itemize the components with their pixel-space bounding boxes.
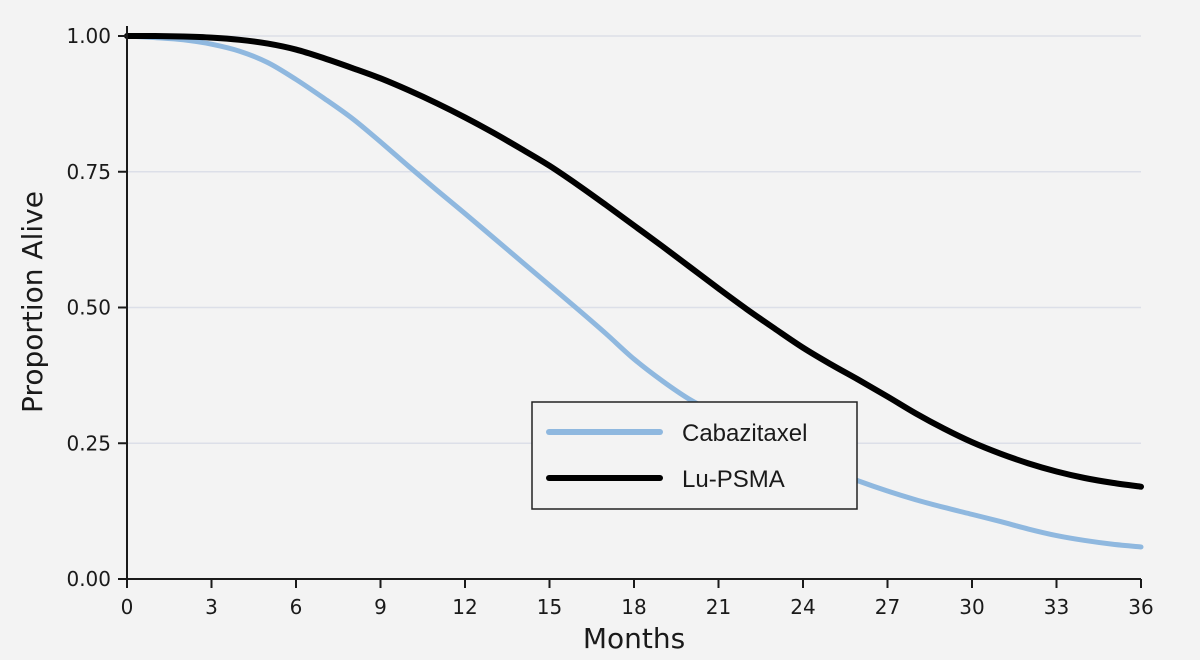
x-tick-label: 15 [537, 595, 562, 619]
legend: Cabazitaxel Lu-PSMA [531, 401, 858, 510]
y-axis-title: Proportion Alive [16, 191, 49, 413]
y-tick-label: 0.25 [66, 431, 111, 455]
series-line-lu-psma [124, 32, 1144, 490]
series-lines [124, 32, 1144, 550]
y-tick-label: 0.50 [66, 296, 111, 320]
x-tick-label: 18 [621, 595, 646, 619]
legend-label-lu-psma: Lu-PSMA [682, 466, 785, 493]
gridlines [127, 35, 1141, 444]
x-tick-label: 33 [1044, 595, 1069, 619]
legend-box [531, 401, 858, 510]
x-tick-label: 27 [875, 595, 900, 619]
x-tick-label: 9 [374, 595, 387, 619]
y-tick-label: 0.75 [66, 160, 111, 184]
x-tick-label: 3 [205, 595, 218, 619]
x-tick-label: 21 [706, 595, 731, 619]
legend-label-cabazitaxel: Cabazitaxel [682, 420, 807, 447]
x-tick-label: 12 [452, 595, 477, 619]
series-line-cabazitaxel [124, 33, 1144, 550]
x-tick-label: 24 [790, 595, 815, 619]
x-tick-label: 0 [121, 595, 134, 619]
y-tick-label: 1.00 [66, 24, 111, 48]
x-tick-label: 36 [1128, 595, 1153, 619]
x-axis-title: Months [583, 622, 685, 655]
x-tick-label: 6 [290, 595, 303, 619]
y-tick-label: 0.00 [66, 567, 111, 591]
x-tick-label: 30 [959, 595, 984, 619]
ticks: 0.000.250.500.751.000 3 6 9 12 15 18 21 24 27 30 33… [66, 24, 1153, 619]
